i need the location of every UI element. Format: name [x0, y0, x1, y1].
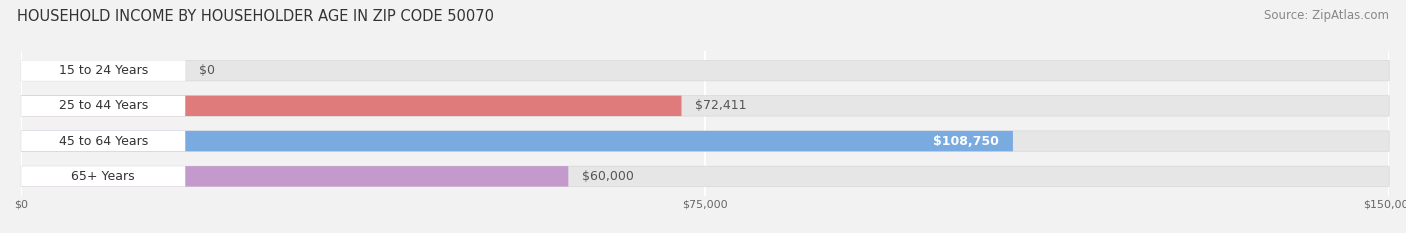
FancyBboxPatch shape — [21, 166, 1389, 187]
Text: $60,000: $60,000 — [582, 170, 634, 183]
Text: $108,750: $108,750 — [934, 135, 1000, 148]
FancyBboxPatch shape — [21, 96, 682, 116]
FancyBboxPatch shape — [21, 96, 1389, 116]
FancyBboxPatch shape — [21, 166, 186, 187]
Text: $0: $0 — [198, 64, 215, 77]
Text: Source: ZipAtlas.com: Source: ZipAtlas.com — [1264, 9, 1389, 22]
FancyBboxPatch shape — [21, 131, 1389, 151]
Text: 65+ Years: 65+ Years — [72, 170, 135, 183]
FancyBboxPatch shape — [21, 166, 568, 187]
Text: HOUSEHOLD INCOME BY HOUSEHOLDER AGE IN ZIP CODE 50070: HOUSEHOLD INCOME BY HOUSEHOLDER AGE IN Z… — [17, 9, 494, 24]
FancyBboxPatch shape — [21, 131, 1012, 151]
Text: 45 to 64 Years: 45 to 64 Years — [59, 135, 148, 148]
Text: $72,411: $72,411 — [695, 99, 747, 112]
FancyBboxPatch shape — [21, 60, 186, 81]
Text: 25 to 44 Years: 25 to 44 Years — [59, 99, 148, 112]
FancyBboxPatch shape — [21, 60, 1389, 81]
Text: 15 to 24 Years: 15 to 24 Years — [59, 64, 148, 77]
FancyBboxPatch shape — [21, 96, 186, 116]
FancyBboxPatch shape — [21, 131, 186, 151]
